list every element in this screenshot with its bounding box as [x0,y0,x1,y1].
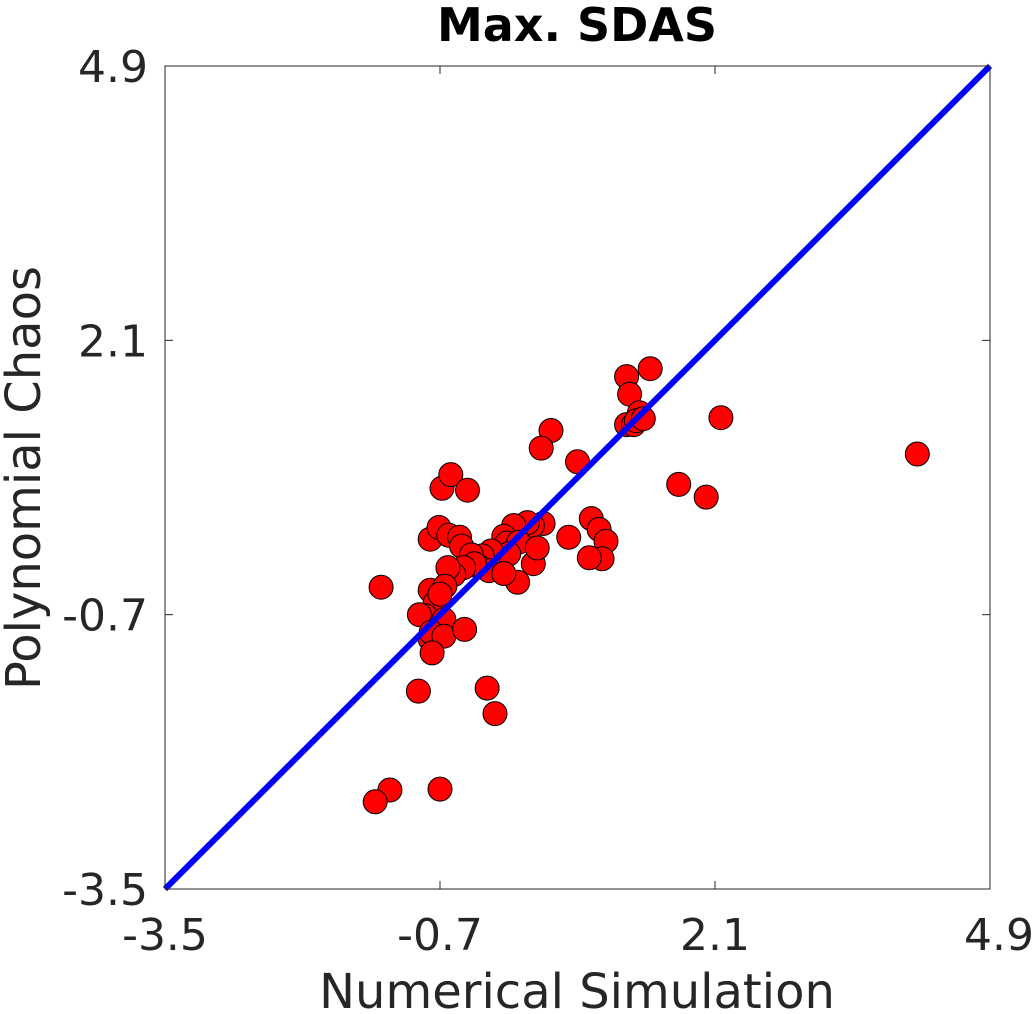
scatter-point [427,776,453,802]
y-tick-label: 2.1 [78,316,148,367]
scatter-point [438,462,464,488]
scatter-point [693,484,719,510]
x-tick-label: -0.7 [397,910,483,961]
scatter-point [406,602,432,628]
scatter-point [666,471,692,497]
reference-line [162,63,993,892]
scatter-point [556,524,582,550]
plot-marks [162,63,993,892]
scatter-point [491,561,517,586]
scatter-point [528,435,554,461]
scatter-point [524,535,550,561]
scatter-point [419,640,445,666]
y-tick-label: -0.7 [62,591,148,642]
scatter-point [452,616,478,642]
scatter-point [904,441,930,467]
scatter-point [630,406,656,432]
scatter-point [405,678,431,704]
scatter-point [576,545,602,571]
scatter-point [427,581,453,607]
axes: -3.5 -0.7 2.1 4.9 -3.5 -0.7 2.1 4.9 [62,42,1034,961]
scatter-point [708,405,734,431]
x-tick-label: 2.1 [680,910,750,961]
plot-frame [164,65,991,890]
chart-title: Max. SDAS [437,0,717,52]
scatter-point [362,789,388,815]
y-tick-label: 4.9 [78,42,148,93]
scatter-point [637,356,663,382]
scatter-point [368,574,394,600]
x-axis-label: Numerical Simulation [319,964,835,1014]
x-tick-label: -3.5 [122,910,208,961]
scatter-point [474,675,500,701]
x-tick-label: 4.9 [964,910,1034,961]
scatter-point [455,477,480,503]
y-tick-label: -3.5 [62,865,148,916]
scatter-point [482,701,508,727]
y-axis-label: Polynomial Chaos [0,266,52,690]
